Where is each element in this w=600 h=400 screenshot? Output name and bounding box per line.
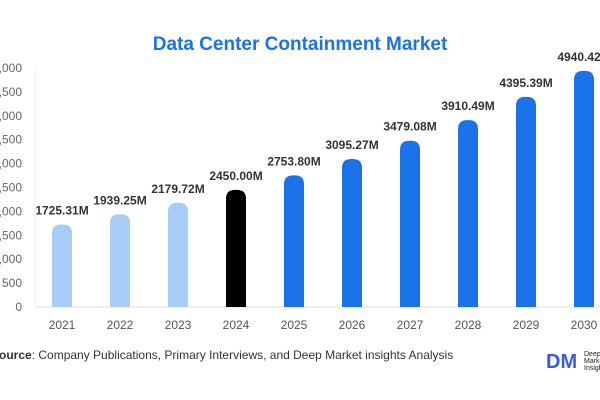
company-logo: DM Deep Market Insights bbox=[546, 351, 600, 373]
bar-2030 bbox=[574, 70, 594, 307]
data-label: 1725.31M bbox=[35, 204, 88, 218]
bar-2023 bbox=[168, 202, 188, 307]
source-label: Source bbox=[0, 348, 32, 362]
y-tick-label: 5,000 bbox=[0, 61, 22, 75]
bar-2025 bbox=[284, 175, 304, 307]
source-note: Source: Company Publications, Primary In… bbox=[0, 348, 453, 362]
y-tick-label: 3,500 bbox=[0, 133, 22, 147]
x-tick-label: 2023 bbox=[165, 318, 192, 332]
y-tick-label: 4,500 bbox=[0, 85, 22, 99]
data-label: 3479.08M bbox=[383, 120, 436, 134]
data-label: 4395.39M bbox=[499, 76, 552, 90]
data-label: 3910.49M bbox=[441, 99, 494, 113]
bar-2026 bbox=[342, 159, 362, 307]
svg-text:Insights: Insights bbox=[584, 365, 600, 372]
y-tick-label: 0 bbox=[15, 300, 22, 314]
data-label: 1939.25M bbox=[93, 193, 146, 207]
bar-chart: 0 500 1,000 1,500 2,000 2,500 3,000 3,500 4,000 4… bbox=[0, 50, 600, 332]
data-label: 4940.42M bbox=[557, 50, 600, 64]
bar-2021 bbox=[52, 224, 72, 307]
bar-2027 bbox=[400, 140, 420, 307]
x-tick-label: 2021 bbox=[49, 318, 76, 332]
data-label: 2179.72M bbox=[151, 182, 204, 196]
source-text: : Company Publications, Primary Intervie… bbox=[31, 348, 454, 362]
y-tick-label: 1,500 bbox=[0, 228, 22, 242]
bar-2029 bbox=[516, 96, 536, 307]
x-tick-label: 2030 bbox=[571, 318, 598, 332]
svg-text:Market: Market bbox=[584, 358, 600, 365]
y-tick-label: 500 bbox=[2, 276, 22, 290]
y-tick-label: 3,000 bbox=[0, 157, 22, 171]
svg-text:DM: DM bbox=[546, 351, 577, 373]
chart-title: Data Center Containment Market bbox=[152, 34, 448, 55]
bar-2024 bbox=[226, 189, 246, 307]
x-tick-label: 2025 bbox=[281, 318, 308, 332]
svg-text:Deep: Deep bbox=[584, 351, 600, 358]
y-tick-label: 4,000 bbox=[0, 109, 22, 123]
data-label: 3095.27M bbox=[325, 138, 378, 152]
x-tick-label: 2027 bbox=[397, 318, 424, 332]
y-tick-label: 2,000 bbox=[0, 204, 22, 218]
data-label: 2753.80M bbox=[267, 154, 320, 168]
y-tick-label: 2,500 bbox=[0, 181, 22, 195]
x-tick-label: 2024 bbox=[223, 318, 250, 332]
y-tick-label: 1,000 bbox=[0, 252, 22, 266]
data-label: 2450.00M bbox=[209, 169, 262, 183]
x-tick-label: 2022 bbox=[107, 318, 134, 332]
x-tick-label: 2028 bbox=[455, 318, 482, 332]
x-tick-label: 2029 bbox=[513, 318, 540, 332]
bar-2022 bbox=[110, 214, 130, 307]
x-tick-label: 2026 bbox=[339, 318, 366, 332]
bar-2028 bbox=[458, 120, 478, 307]
